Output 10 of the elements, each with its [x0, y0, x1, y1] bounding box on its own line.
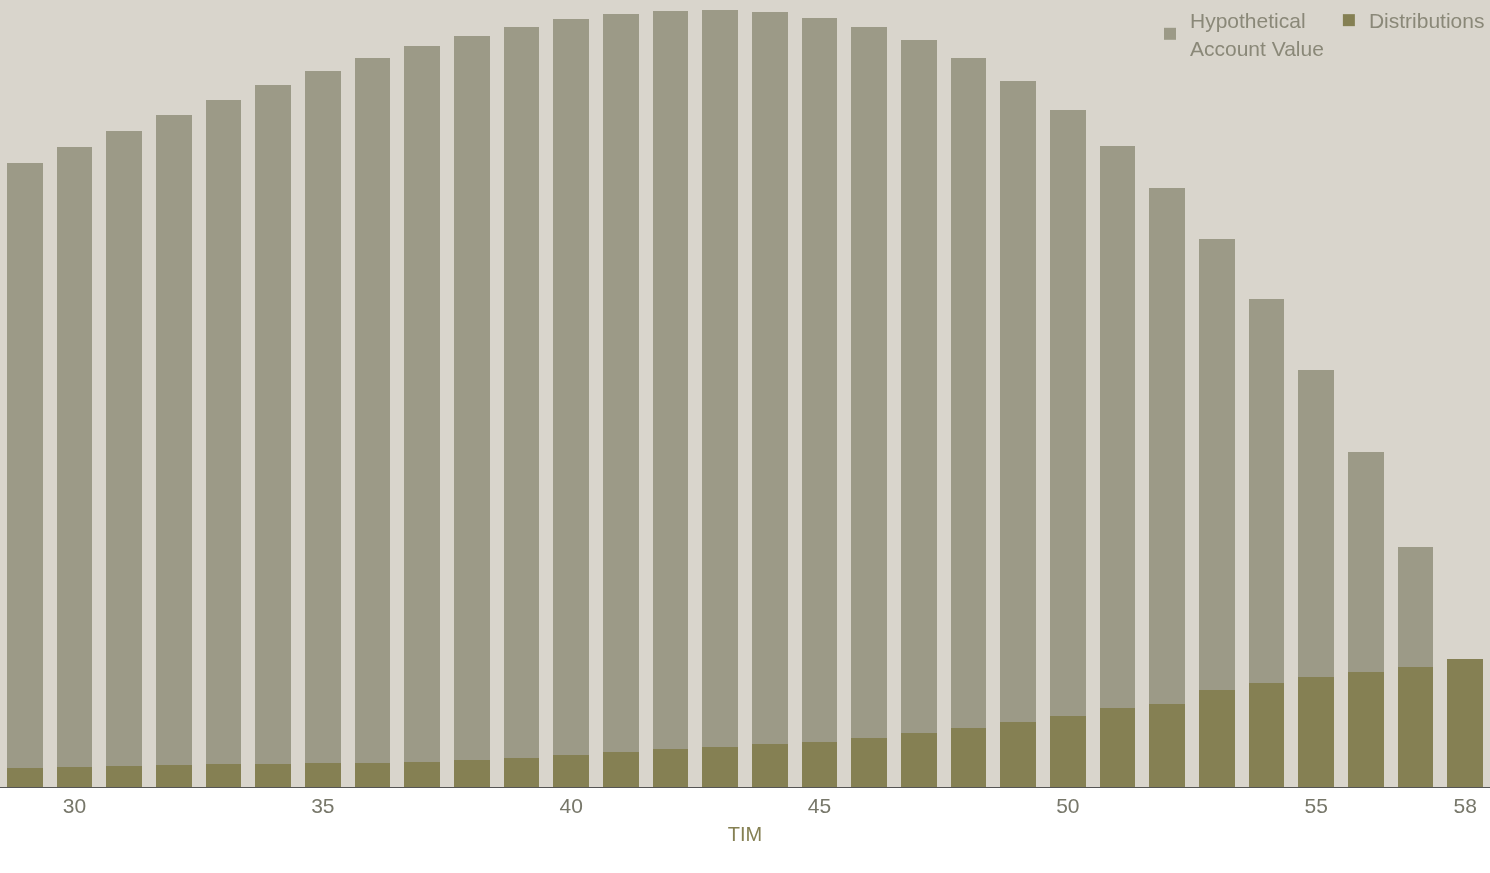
x-axis-title: TIM: [727, 822, 763, 845]
x-tick-label: 30: [62, 794, 87, 818]
legend-label: Distributions: [1368, 9, 1485, 33]
x-tick-label: 45: [807, 794, 832, 818]
x-tick-label: 35: [311, 794, 335, 818]
x-tick-label: 40: [559, 794, 583, 818]
x-tick-label: 58: [1453, 794, 1477, 818]
x-tick-label: 50: [1056, 794, 1080, 818]
x-tick-label: 55: [1304, 794, 1328, 818]
legend-label: Hypothetical Account Value: [1190, 9, 1324, 60]
